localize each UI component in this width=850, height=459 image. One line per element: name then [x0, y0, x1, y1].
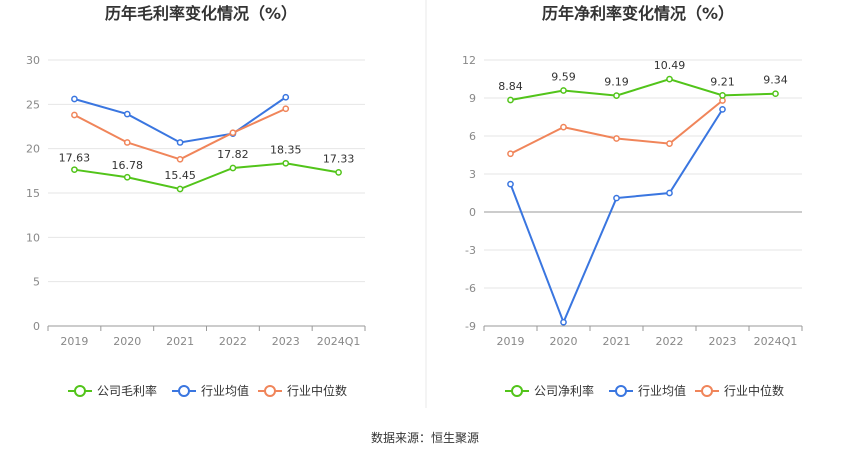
data-point: [229, 164, 237, 172]
data-point: [71, 111, 78, 119]
x-tick-label: 2023: [272, 335, 300, 348]
data-label: 17.63: [59, 152, 91, 165]
y-tick-label: 20: [26, 143, 40, 156]
data-point: [176, 139, 184, 146]
data-point: [719, 106, 726, 113]
y-tick-label: -9: [465, 320, 476, 333]
legend-swatch-marker: [264, 385, 276, 397]
data-point: [666, 140, 673, 147]
data-point: [282, 159, 290, 167]
source-note: 数据来源：恒生聚源: [371, 430, 479, 445]
data-point: [176, 155, 184, 163]
y-tick-label: 3: [469, 168, 476, 181]
y-tick-label: 15: [26, 187, 40, 200]
legend-item-0[interactable]: 公司毛利率: [68, 383, 157, 398]
data-point: [123, 173, 131, 181]
x-tick-label: 2022: [219, 335, 247, 348]
data-label: 17.33: [323, 152, 355, 165]
chart-title: 历年净利率变化情况（%）: [542, 4, 734, 23]
data-point: [71, 166, 78, 174]
data-label: 8.84: [498, 80, 523, 93]
x-tick-label: 2024Q1: [754, 335, 798, 348]
data-point: [282, 105, 290, 113]
data-label: 10.49: [654, 59, 686, 72]
y-tick-label: 0: [469, 206, 476, 219]
data-point: [229, 129, 237, 137]
legend-item-2[interactable]: 行业中位数: [695, 383, 784, 398]
data-point: [71, 95, 78, 103]
data-label: 9.34: [763, 74, 788, 87]
data-point: [719, 97, 726, 104]
data-label: 9.19: [604, 76, 629, 89]
y-tick-label: 6: [469, 130, 476, 143]
legend-label: 行业均值: [201, 383, 249, 398]
y-tick-label: 25: [26, 98, 40, 111]
data-point: [560, 318, 567, 326]
x-tick-label: 2021: [166, 335, 194, 348]
data-point: [335, 168, 342, 176]
data-label: 9.21: [710, 75, 735, 88]
series-line-2: [73, 107, 287, 161]
x-tick-label: 2024Q1: [317, 335, 361, 348]
series-line-0: [74, 162, 339, 191]
data-point: [507, 96, 514, 104]
series-line-2: [510, 99, 724, 155]
series-line-0: [510, 78, 776, 102]
y-tick-label: 9: [469, 92, 476, 105]
data-point: [123, 139, 131, 146]
y-tick-label: 30: [26, 54, 40, 67]
y-tick-label: 12: [462, 54, 476, 67]
x-tick-label: 2023: [709, 335, 737, 348]
data-point: [560, 123, 567, 131]
y-tick-label: -3: [465, 244, 476, 257]
legend-item-2[interactable]: 行业中位数: [258, 383, 347, 398]
net-margin-chart: 历年净利率变化情况（%） -9 -6 -3 0 3 6 9 12 2019 2020 2021 2022…: [462, 4, 803, 398]
legend-label: 行业中位数: [287, 383, 347, 398]
legend-swatch-marker: [74, 385, 86, 397]
y-tick-label: 0: [33, 320, 40, 333]
data-point: [613, 92, 620, 99]
x-tick-label: 2019: [497, 335, 525, 348]
data-label: 17.82: [217, 148, 249, 161]
legend-swatch-marker: [178, 385, 190, 397]
y-tick-label: -6: [465, 282, 476, 295]
data-point: [613, 194, 620, 202]
legend-label: 行业中位数: [724, 383, 784, 398]
data-point: [560, 87, 567, 94]
y-tick-label: 10: [26, 231, 40, 244]
chart-title: 历年毛利率变化情况（%）: [105, 4, 297, 23]
data-point: [507, 180, 514, 188]
data-label: 16.78: [112, 159, 144, 172]
data-point: [282, 93, 290, 101]
x-tick-label: 2022: [656, 335, 684, 348]
data-point: [719, 91, 726, 99]
data-point: [613, 135, 620, 142]
legend-item-1[interactable]: 行业均值: [609, 383, 686, 398]
x-tick-label: 2020: [550, 335, 578, 348]
data-point: [666, 189, 673, 197]
x-tick-label: 2021: [603, 335, 631, 348]
data-point: [123, 110, 131, 118]
data-point: [666, 75, 673, 83]
data-label: 9.59: [551, 71, 576, 84]
legend-label: 行业均值: [638, 383, 686, 398]
x-tick-label: 2020: [113, 335, 141, 348]
legend-item-1[interactable]: 行业均值: [172, 383, 249, 398]
data-label: 15.45: [164, 169, 196, 182]
x-tick-label: 2019: [60, 335, 88, 348]
data-label: 18.35: [270, 143, 302, 156]
y-tick-label: 5: [33, 276, 40, 289]
legend-swatch-marker: [615, 385, 627, 397]
legend-label: 公司净利率: [534, 383, 594, 398]
legend-swatch-marker: [511, 385, 523, 397]
gross-margin-chart: 历年毛利率变化情况（%） 0 5 10 15 20 25 30 2019 2020 2021 2022…: [26, 4, 366, 398]
data-point: [507, 150, 514, 158]
legend-swatch-marker: [701, 385, 713, 397]
legend-item-0[interactable]: 公司净利率: [505, 383, 594, 398]
legend-label: 公司毛利率: [97, 383, 157, 398]
data-point: [772, 90, 779, 98]
data-point: [176, 185, 184, 193]
